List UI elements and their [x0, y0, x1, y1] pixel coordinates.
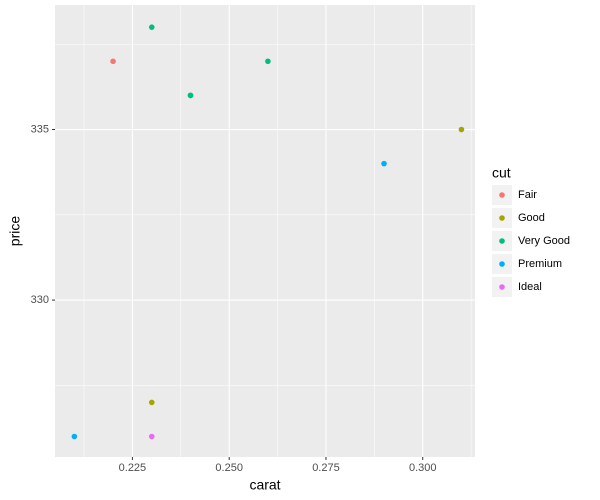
point — [148, 433, 155, 440]
point — [381, 160, 387, 167]
legend-swatch — [499, 238, 505, 244]
legend-swatch — [499, 192, 505, 198]
legend-label: Fair — [518, 189, 537, 201]
point — [71, 433, 78, 440]
point — [148, 24, 155, 30]
panel — [55, 5, 475, 457]
y-tick-label: 335 — [31, 123, 49, 135]
x-tick-label: 0.250 — [215, 462, 243, 474]
legend-title: cut — [492, 165, 511, 181]
x-tick-label: 0.225 — [119, 462, 147, 474]
y-axis-label: price — [7, 216, 23, 247]
legend-swatch — [499, 284, 505, 290]
point — [458, 126, 465, 133]
point — [110, 58, 116, 65]
legend-swatch — [499, 215, 505, 221]
legend-label: Ideal — [518, 281, 542, 293]
legend-swatch — [499, 261, 505, 267]
point — [187, 92, 194, 99]
x-tick-label: 0.300 — [409, 462, 437, 474]
x-axis-label: carat — [249, 477, 280, 493]
point — [148, 399, 155, 406]
legend-label: Premium — [518, 258, 562, 270]
legend-label: Good — [518, 212, 545, 224]
point — [265, 58, 271, 65]
legend-label: Very Good — [518, 235, 570, 247]
y-tick-label: 330 — [31, 294, 49, 306]
x-tick-label: 0.275 — [312, 462, 340, 474]
